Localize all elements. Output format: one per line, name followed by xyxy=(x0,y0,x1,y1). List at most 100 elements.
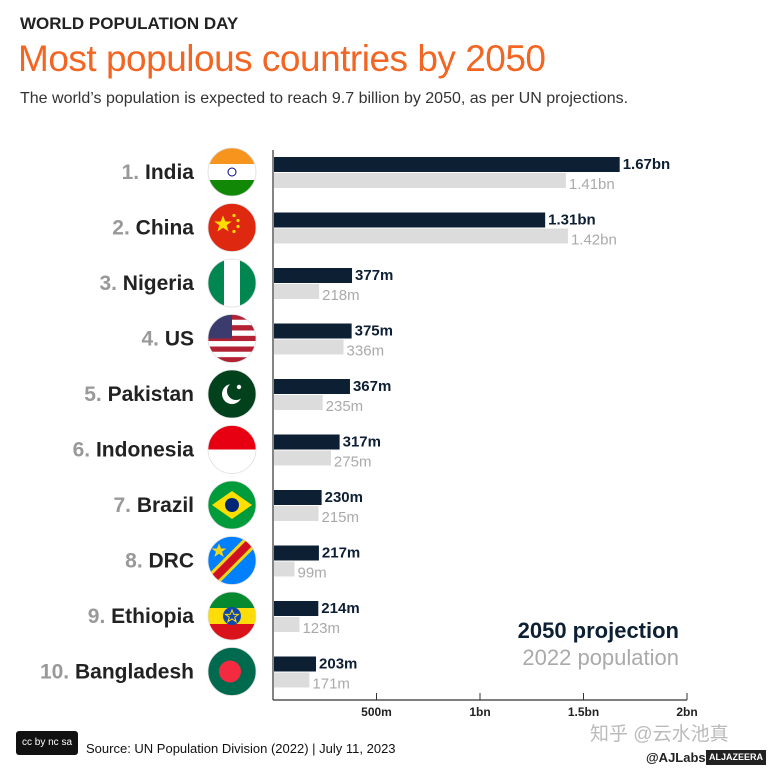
flag-outline xyxy=(207,147,257,197)
brazil-flag-icon xyxy=(208,481,256,529)
country-name: Indonesia xyxy=(96,439,194,462)
bar-2050 xyxy=(274,157,620,172)
flag-outline xyxy=(207,480,257,530)
flag-outline xyxy=(207,314,257,363)
country-name: Pakistan xyxy=(108,383,194,406)
label-2022: 336m xyxy=(347,343,385,360)
rank: 6. xyxy=(73,439,96,462)
legend-2022: 2022 population xyxy=(522,645,679,670)
country-label: 10. Bangladesh xyxy=(40,661,194,684)
label-2022: 123m xyxy=(302,620,340,637)
label-2022: 275m xyxy=(334,454,372,471)
label-2022: 171m xyxy=(312,676,350,693)
bar-2050 xyxy=(274,268,353,283)
country-name: Bangladesh xyxy=(75,661,194,684)
bar-2050 xyxy=(274,656,317,672)
rank: 9. xyxy=(88,605,111,628)
label-2022: 1.41bn xyxy=(569,176,615,193)
country-label: 4. US xyxy=(141,328,194,351)
legend-2050: 2050 projection xyxy=(518,618,679,643)
rank: 5. xyxy=(84,383,107,406)
label-2022: 1.42bn xyxy=(571,232,617,249)
label-2050: 203m xyxy=(319,656,357,673)
kicker: WORLD POPULATION DAY xyxy=(20,14,239,33)
china-flag-icon xyxy=(208,203,256,252)
bar-2050 xyxy=(274,545,319,561)
country-name: Nigeria xyxy=(123,272,195,295)
x-tick-label: 1bn xyxy=(469,705,490,719)
ethiopia-flag-icon xyxy=(208,592,256,640)
rank: 2. xyxy=(112,217,135,240)
country-label: 1. India xyxy=(122,161,195,184)
bar-2022 xyxy=(274,339,344,355)
bangladesh-flag-icon xyxy=(208,647,256,696)
bar-2050 xyxy=(274,434,340,450)
country-name: DRC xyxy=(149,550,195,573)
flag-outline xyxy=(207,536,257,585)
label-2022: 99m xyxy=(297,565,326,582)
label-2022: 215m xyxy=(322,509,360,526)
chart-title: Most populous countries by 2050 xyxy=(18,38,546,79)
flag-outline xyxy=(207,369,257,419)
label-2050: 217m xyxy=(322,545,360,562)
country-name: Ethiopia xyxy=(111,605,194,628)
bar-2022 xyxy=(274,173,566,188)
label-2050: 317m xyxy=(343,434,381,451)
country-label: 7. Brazil xyxy=(113,494,194,517)
label-2022: 218m xyxy=(322,287,360,304)
nigeria-flag-icon xyxy=(208,259,256,307)
source-note: Source: UN Population Division (2022) | … xyxy=(86,741,396,756)
country-name: US xyxy=(165,328,194,351)
bar-2050 xyxy=(274,212,546,228)
label-2050: 1.67bn xyxy=(623,156,671,173)
handle: @AJLabs xyxy=(646,750,706,765)
bar-2050 xyxy=(274,490,322,505)
rank: 10. xyxy=(40,661,75,684)
bar-2050 xyxy=(274,601,319,616)
country-name: Brazil xyxy=(137,494,194,517)
label-2050: 377m xyxy=(355,267,393,284)
bar-2022 xyxy=(274,395,323,410)
bar-2022 xyxy=(274,284,320,299)
rank: 8. xyxy=(125,550,148,573)
bar-2022 xyxy=(274,228,568,244)
bar-2022 xyxy=(274,672,310,688)
flag-outline xyxy=(207,258,257,308)
rank: 4. xyxy=(141,328,164,351)
label-2050: 230m xyxy=(325,489,363,506)
x-tick-label: 1.5bn xyxy=(568,705,599,719)
chart-subtitle: The world’s population is expected to re… xyxy=(20,90,629,107)
label-2050: 367m xyxy=(353,378,391,395)
country-label: 3. Nigeria xyxy=(99,272,194,295)
label-2022: 235m xyxy=(326,398,364,415)
country-label: 5. Pakistan xyxy=(84,383,194,406)
country-name: India xyxy=(145,161,194,184)
country-label: 2. China xyxy=(112,217,194,240)
bar-2022 xyxy=(274,506,319,521)
country-label: 6. Indonesia xyxy=(73,439,195,462)
watermark: 知乎 @云水池真 xyxy=(590,724,729,745)
bar-2022 xyxy=(274,561,295,577)
x-tick-label: 500m xyxy=(361,705,392,719)
pakistan-flag-icon xyxy=(208,370,256,418)
india-flag-icon xyxy=(208,148,256,196)
x-tick-label: 2bn xyxy=(676,705,697,719)
label-2050: 1.31bn xyxy=(548,212,596,229)
label-2050: 375m xyxy=(355,323,393,340)
flag-outline xyxy=(207,591,257,641)
aljazeera-logo: ALJAZEERA xyxy=(706,750,767,765)
cc-license-icon: cc by nc sa xyxy=(16,731,78,755)
rank: 1. xyxy=(122,161,145,184)
bar-2050 xyxy=(274,379,350,394)
label-2050: 214m xyxy=(321,600,359,617)
bar-2050 xyxy=(274,323,352,339)
country-name: China xyxy=(136,217,195,240)
flag-outline xyxy=(207,425,257,474)
flag-outline xyxy=(207,647,257,696)
bar-2022 xyxy=(274,450,331,466)
country-label: 9. Ethiopia xyxy=(88,605,195,628)
rank: 7. xyxy=(113,494,136,517)
flag-outline xyxy=(207,203,257,252)
